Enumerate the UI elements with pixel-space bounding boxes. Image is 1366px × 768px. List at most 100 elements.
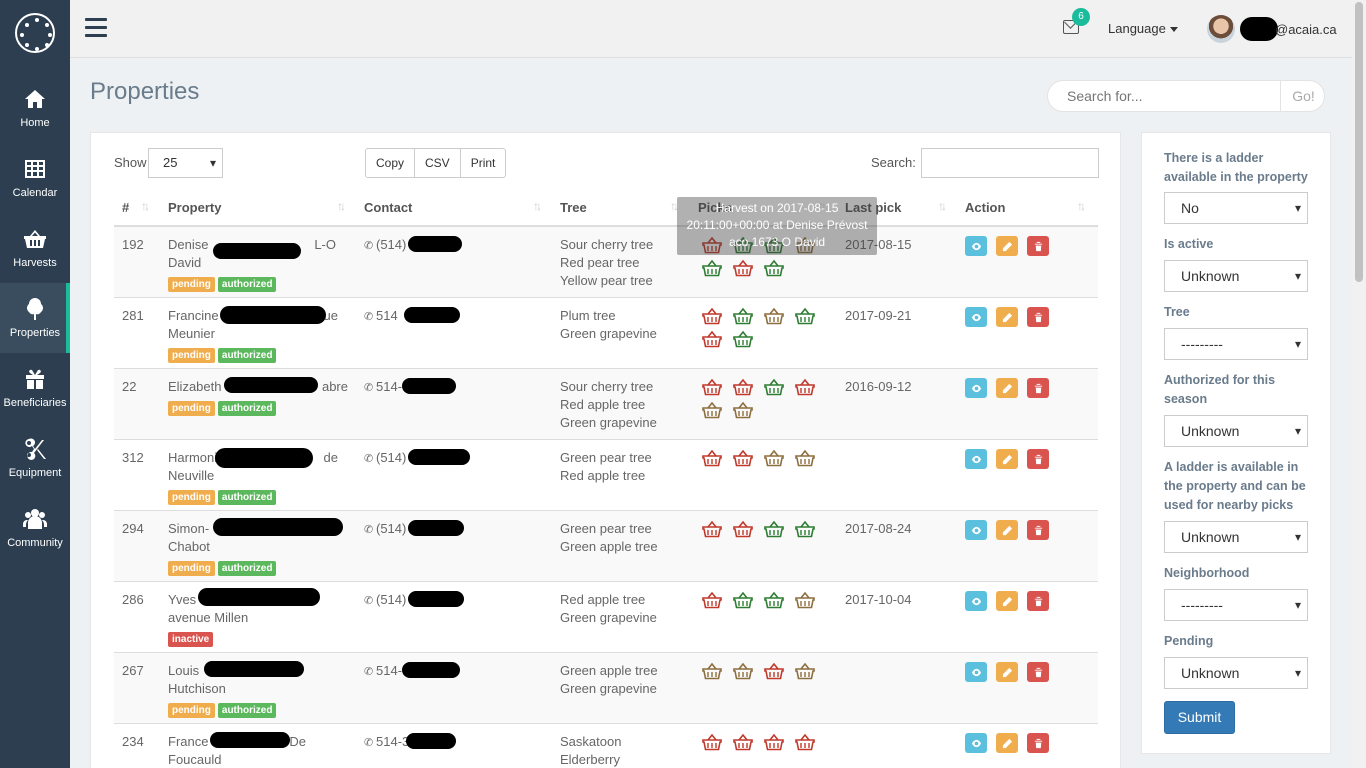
col-header-contact[interactable]: Contact: [364, 200, 413, 215]
mail-icon[interactable]: [1063, 20, 1079, 34]
filter-select-active[interactable]: Unknown: [1164, 260, 1308, 292]
contact-phone[interactable]: ✆ 514-3: [364, 733, 456, 751]
page-scrollbar[interactable]: [1352, 0, 1366, 768]
harvest-basket-icon[interactable]: [733, 259, 753, 277]
edit-button[interactable]: [996, 662, 1018, 682]
contact-phone[interactable]: ✆ (514): [364, 236, 462, 254]
col-header-tree[interactable]: Tree: [560, 200, 587, 215]
filter-select-ladder-nearby[interactable]: Unknown: [1164, 521, 1308, 553]
harvest-basket-icon[interactable]: [795, 236, 815, 254]
contact-phone[interactable]: ✆ (514): [364, 591, 464, 609]
harvest-basket-icon[interactable]: [733, 662, 753, 680]
harvest-basket-icon[interactable]: [764, 520, 784, 538]
property-name[interactable]: Francine ue Meunier pending authorized: [168, 306, 348, 363]
sidebar-item-properties[interactable]: Properties: [0, 283, 70, 353]
contact-phone[interactable]: ✆ (514): [364, 449, 470, 467]
col-header-picks[interactable]: Picks: [698, 200, 732, 215]
harvest-basket-icon[interactable]: [733, 591, 753, 609]
sort-icon[interactable]: ↑↓: [533, 199, 542, 213]
user-email[interactable]: @acaia.ca: [1275, 22, 1337, 37]
menu-toggle-icon[interactable]: [85, 18, 107, 38]
submit-button[interactable]: Submit: [1164, 701, 1235, 734]
harvest-basket-icon[interactable]: [795, 733, 815, 751]
filter-select-pending[interactable]: Unknown: [1164, 657, 1308, 689]
view-button[interactable]: [965, 520, 987, 540]
delete-button[interactable]: [1027, 449, 1049, 469]
harvest-basket-icon[interactable]: [733, 378, 753, 396]
contact-phone[interactable]: ✆ 514-: [364, 662, 460, 680]
view-button[interactable]: [965, 378, 987, 398]
app-logo[interactable]: [0, 0, 70, 66]
edit-button[interactable]: [996, 378, 1018, 398]
view-button[interactable]: [965, 591, 987, 611]
view-button[interactable]: [965, 236, 987, 256]
harvest-basket-icon[interactable]: [764, 733, 784, 751]
view-button[interactable]: [965, 307, 987, 327]
copy-button[interactable]: Copy: [365, 148, 416, 178]
view-button[interactable]: [965, 449, 987, 469]
edit-button[interactable]: [996, 520, 1018, 540]
filter-select-tree[interactable]: ---------: [1164, 328, 1308, 360]
harvest-basket-icon[interactable]: [733, 733, 753, 751]
view-button[interactable]: [965, 733, 987, 753]
edit-button[interactable]: [996, 733, 1018, 753]
delete-button[interactable]: [1027, 307, 1049, 327]
csv-button[interactable]: CSV: [414, 148, 461, 178]
harvest-basket-icon[interactable]: [702, 449, 722, 467]
harvest-basket-icon[interactable]: [795, 591, 815, 609]
edit-button[interactable]: [996, 591, 1018, 611]
harvest-basket-icon[interactable]: [795, 378, 815, 396]
contact-phone[interactable]: ✆ 514: [364, 307, 460, 325]
search-go-button[interactable]: Go!: [1280, 81, 1324, 111]
sort-icon[interactable]: ↑↓: [938, 199, 947, 213]
property-name[interactable]: Louis Hutchison pending authorized: [168, 661, 348, 718]
sidebar-item-beneficiaries[interactable]: Beneficiaries: [0, 353, 70, 423]
sort-icon[interactable]: ↑↓: [337, 199, 346, 213]
sidebar-item-home[interactable]: Home: [0, 73, 70, 143]
sort-icon[interactable]: ↑↓: [818, 199, 827, 213]
sidebar-item-community[interactable]: Community: [0, 493, 70, 563]
delete-button[interactable]: [1027, 378, 1049, 398]
harvest-basket-icon[interactable]: [764, 307, 784, 325]
contact-phone[interactable]: ✆ (514): [364, 520, 464, 538]
harvest-basket-icon[interactable]: [795, 449, 815, 467]
sort-icon[interactable]: ↑↓: [1077, 199, 1086, 213]
page-length-select[interactable]: 25: [148, 148, 223, 178]
col-header-property[interactable]: Property: [168, 200, 222, 215]
harvest-basket-icon[interactable]: [764, 449, 784, 467]
harvest-basket-icon[interactable]: [733, 330, 753, 348]
harvest-basket-icon[interactable]: [702, 591, 722, 609]
search-input[interactable]: [1048, 81, 1280, 111]
harvest-basket-icon[interactable]: [702, 733, 722, 751]
harvest-basket-icon[interactable]: [795, 520, 815, 538]
harvest-basket-icon[interactable]: [702, 330, 722, 348]
harvest-basket-icon[interactable]: [702, 662, 722, 680]
harvest-basket-icon[interactable]: [702, 259, 722, 277]
harvest-basket-icon[interactable]: [702, 236, 722, 254]
print-button[interactable]: Print: [459, 148, 507, 178]
harvest-basket-icon[interactable]: [764, 259, 784, 277]
harvest-basket-icon[interactable]: [702, 307, 722, 325]
harvest-basket-icon[interactable]: [733, 236, 753, 254]
harvest-basket-icon[interactable]: [795, 662, 815, 680]
harvest-basket-icon[interactable]: [733, 307, 753, 325]
harvest-basket-icon[interactable]: [733, 449, 753, 467]
harvest-basket-icon[interactable]: [795, 307, 815, 325]
harvest-basket-icon[interactable]: [764, 236, 784, 254]
sort-icon[interactable]: ↑↓: [141, 199, 150, 213]
harvest-basket-icon[interactable]: [764, 591, 784, 609]
contact-phone[interactable]: ✆ 514-: [364, 378, 456, 396]
view-button[interactable]: [965, 662, 987, 682]
delete-button[interactable]: [1027, 520, 1049, 540]
delete-button[interactable]: [1027, 236, 1049, 256]
table-search-input[interactable]: [921, 148, 1099, 178]
edit-button[interactable]: [996, 307, 1018, 327]
property-name[interactable]: Yves avenue Millen inactive: [168, 588, 348, 647]
harvest-basket-icon[interactable]: [702, 401, 722, 419]
harvest-basket-icon[interactable]: [733, 520, 753, 538]
property-name[interactable]: Denise L-O David pending authorized: [168, 236, 348, 292]
delete-button[interactable]: [1027, 662, 1049, 682]
filter-select-neighborhood[interactable]: ---------: [1164, 589, 1308, 621]
sidebar-item-calendar[interactable]: Calendar: [0, 143, 70, 213]
property-name[interactable]: Simon- Chabot pending authorized: [168, 518, 348, 576]
